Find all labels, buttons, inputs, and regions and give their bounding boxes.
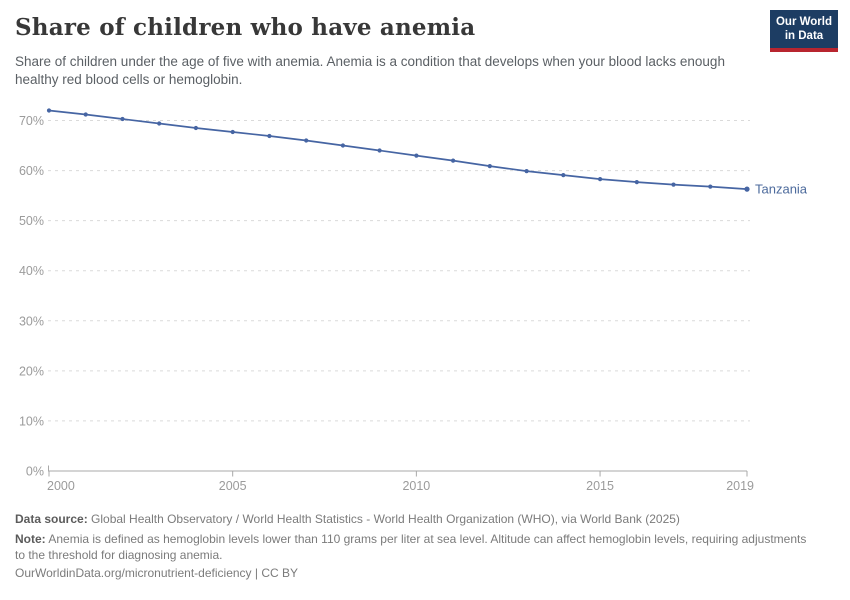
page-title: Share of children who have anemia bbox=[15, 14, 476, 41]
citation-line[interactable]: OurWorldinData.org/micronutrient-deficie… bbox=[15, 566, 298, 580]
data-point[interactable] bbox=[414, 153, 419, 158]
data-point[interactable] bbox=[524, 169, 529, 174]
y-tick-label: 70% bbox=[19, 114, 44, 128]
data-point[interactable] bbox=[634, 180, 639, 185]
x-tick-label: 2010 bbox=[402, 479, 430, 493]
data-point[interactable] bbox=[451, 158, 456, 163]
note-label: Note: bbox=[15, 532, 46, 546]
data-source-text: Global Health Observatory / World Health… bbox=[87, 512, 680, 526]
chart-subtitle: Share of children under the age of five … bbox=[15, 54, 725, 87]
note-line: Note: Anemia is defined as hemoglobin le… bbox=[15, 532, 815, 563]
owid-logo: Our World in Data bbox=[770, 10, 838, 52]
y-tick-label: 0% bbox=[26, 465, 44, 479]
note-text: Anemia is defined as hemoglobin levels l… bbox=[15, 532, 807, 562]
data-point[interactable] bbox=[377, 148, 382, 153]
data-point[interactable] bbox=[744, 186, 750, 192]
data-point[interactable] bbox=[230, 129, 235, 135]
x-tick-label: 2015 bbox=[586, 479, 614, 493]
y-tick-label: 60% bbox=[19, 164, 44, 178]
data-source-label: Data source: bbox=[15, 512, 88, 526]
data-point[interactable] bbox=[83, 112, 88, 117]
data-point[interactable] bbox=[708, 184, 713, 189]
data-point[interactable] bbox=[267, 133, 272, 139]
y-tick-label: 50% bbox=[19, 214, 44, 228]
y-tick-label: 40% bbox=[19, 264, 44, 278]
data-point[interactable] bbox=[120, 116, 125, 122]
y-tick-label: 10% bbox=[19, 414, 44, 428]
chart-canvas[interactable]: 0% 10% 20% 30% 40% 50% 60% 70% 2000 2005 2010 2015 2… bbox=[0, 88, 850, 503]
data-point[interactable] bbox=[157, 121, 162, 126]
line-chart[interactable]: 0% 10% 20% 30% 40% 50% 60% 70% 2000 2005 2010 2015 2… bbox=[0, 88, 850, 503]
owid-logo-line1: Our World bbox=[775, 16, 832, 28]
data-point[interactable] bbox=[46, 108, 52, 113]
data-point[interactable] bbox=[561, 173, 566, 178]
data-point[interactable] bbox=[671, 182, 676, 187]
owid-logo-line2: in Data bbox=[784, 30, 824, 43]
x-tick-label: 2019 bbox=[726, 479, 754, 493]
data-source-line: Data source: Global Health Observatory /… bbox=[15, 512, 825, 526]
trend-line[interactable] bbox=[48, 109, 748, 190]
y-tick-label: 20% bbox=[19, 364, 44, 378]
y-tick-label: 30% bbox=[19, 314, 44, 328]
x-tick-label: 2005 bbox=[219, 479, 247, 493]
data-point[interactable] bbox=[304, 138, 309, 143]
x-tick-label: 2000 bbox=[47, 479, 75, 493]
data-point[interactable] bbox=[193, 125, 198, 131]
series-end-label[interactable]: Tanzania bbox=[755, 182, 808, 197]
data-point[interactable] bbox=[340, 143, 345, 148]
data-point[interactable] bbox=[487, 164, 492, 169]
data-point[interactable] bbox=[598, 177, 603, 182]
